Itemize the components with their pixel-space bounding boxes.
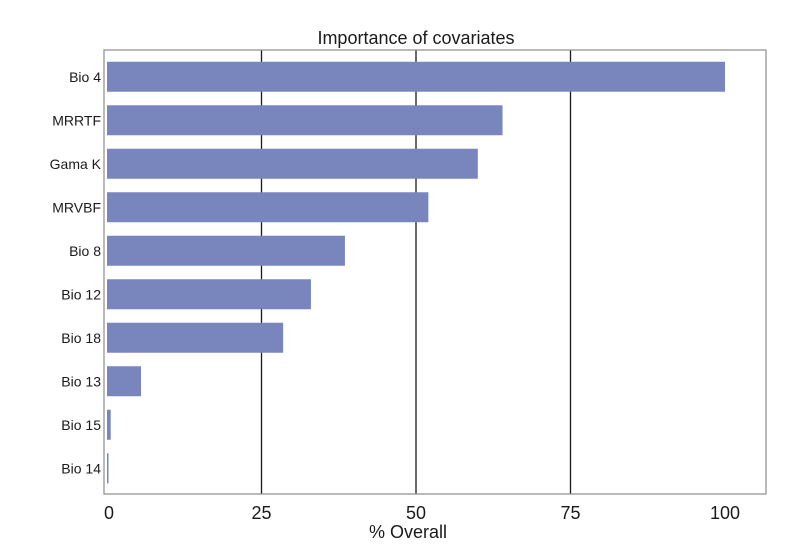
bar-gama-k	[107, 148, 478, 179]
bar-bio-15	[107, 409, 111, 440]
bar-bio-8	[107, 235, 345, 266]
category-label: Bio 8	[69, 243, 101, 259]
category-label: Bio 18	[61, 330, 101, 346]
plot-frame	[103, 49, 767, 495]
bar-mrvbf	[107, 192, 429, 223]
category-label: Bio 12	[61, 286, 101, 302]
category-label: Bio 13	[61, 373, 101, 389]
category-labels: Bio 4 MRRTF Gama K MRVBF Bio 8 Bio 12 Bio 18 Bi…	[50, 69, 102, 477]
category-label: MRVBF	[52, 199, 101, 215]
x-tick-label: 75	[560, 503, 580, 523]
bar-mrrtf	[107, 105, 503, 136]
category-label: Bio 15	[61, 417, 101, 433]
bar-bio-14	[107, 453, 109, 484]
x-tick-label: 100	[710, 503, 740, 523]
bar-bio-12	[107, 279, 311, 310]
chart-title: Importance of covariates	[317, 28, 514, 48]
bar-bio-4	[107, 61, 725, 92]
x-tick-label: 50	[406, 503, 426, 523]
x-tick-label: 0	[104, 503, 114, 523]
x-axis-label: % Overall	[369, 522, 447, 542]
bar-bio-18	[107, 322, 284, 353]
category-label: Bio 14	[61, 460, 101, 476]
bars	[107, 61, 725, 484]
x-tick-labels: 0 25 50 75 100	[104, 503, 740, 523]
category-label: MRRTF	[52, 112, 101, 128]
bar-bio-13	[107, 366, 141, 397]
category-label: Bio 4	[69, 69, 101, 85]
x-tick-label: 25	[251, 503, 271, 523]
category-label: Gama K	[50, 156, 102, 172]
